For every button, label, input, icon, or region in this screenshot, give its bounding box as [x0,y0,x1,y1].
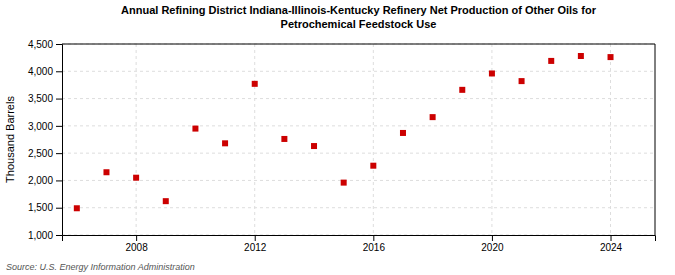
tick-label: 3,500 [28,93,53,104]
y-axis: 1,000 1,500 2,000 2,500 3,000 3,500 4,000 4,500 [28,39,63,241]
point [430,114,436,120]
point [163,198,169,204]
tick-label: 2024 [600,242,623,253]
grid [62,44,655,235]
grid-line-y [62,153,655,154]
y-axis-title: Thousand Barrels [4,96,16,183]
point [281,136,287,142]
point [222,140,228,146]
tick: 2012 [244,235,267,253]
tick-mark [492,235,493,241]
tick-label: 2016 [363,242,386,253]
grid-line-y [62,207,655,208]
point [578,53,584,59]
tick-mark [56,208,62,209]
title: Annual Refining District Indiana-Illinoi… [121,4,597,30]
tick-label: 2008 [126,242,149,253]
point [252,81,258,87]
tick: 2,000 [28,175,62,186]
tick-mark [373,235,374,241]
axis-line [63,236,656,242]
tick-mark [611,235,612,241]
title-line: Petrochemical Feedstock Use [281,18,437,30]
tick-label: 2012 [244,242,267,253]
tick-mark [56,126,62,127]
tick-mark [56,44,62,45]
axis-line [56,45,63,236]
tick: 2020 [481,235,504,253]
marks [74,53,614,211]
tick-label: 1,500 [28,202,53,213]
plot: 2008 2012 2016 2020 2024 1,000 1,500 2,000 2,500… [28,39,656,253]
point [192,126,198,132]
tick-label: 2,000 [28,175,53,186]
tick-mark [56,180,62,181]
tick-label: 1,000 [28,230,53,241]
point [103,169,109,175]
x-axis: 2008 2012 2016 2020 2024 [63,235,656,253]
tick-mark [255,235,256,241]
tick-mark [136,235,137,241]
point [400,130,406,136]
annotation: Source: U.S. Energy Information Administ… [6,262,195,272]
tick: 3,000 [28,121,62,132]
tick: 2008 [126,235,149,253]
point [519,78,525,84]
chart: 2008 2012 2016 2020 2024 1,000 1,500 2,000 2,500… [0,0,675,275]
point [74,205,80,211]
point [311,143,317,149]
tick-label: 4,000 [28,66,53,77]
grid-line-x [610,44,611,235]
tick-mark [56,153,62,154]
tick: 2016 [363,235,386,253]
tick-mark [56,235,62,236]
point [459,87,465,93]
tick-label: 2020 [481,242,504,253]
tick: 3,500 [28,93,62,104]
tick: 1,500 [28,202,62,213]
grid-line-y [62,44,655,45]
tick-label: 4,500 [28,39,53,50]
tick-mark [56,71,62,72]
tick-label: 3,000 [28,121,53,132]
point [341,180,347,186]
grid-line-x [136,44,137,235]
point [489,70,495,76]
tick: 4,500 [28,39,62,50]
tick: 4,000 [28,66,62,77]
tick: 2024 [600,235,623,253]
frame-right [655,44,656,235]
tick-mark [56,99,62,100]
point [370,163,376,169]
frame-top [62,44,655,45]
tick: 2,500 [28,148,62,159]
grid-line-y [62,125,655,126]
grid-line-x [254,44,255,235]
point [133,175,139,181]
point [608,54,614,60]
grid-line-y [62,180,655,181]
grid-line-y [62,98,655,99]
grid-line-y [62,71,655,72]
grid-line-x [373,44,374,235]
tick: 1,000 [28,230,62,241]
tick-label: 2,500 [28,148,53,159]
point [548,58,554,64]
plot-frame [62,44,655,235]
title-line: Annual Refining District Indiana-Illinoi… [121,4,597,16]
